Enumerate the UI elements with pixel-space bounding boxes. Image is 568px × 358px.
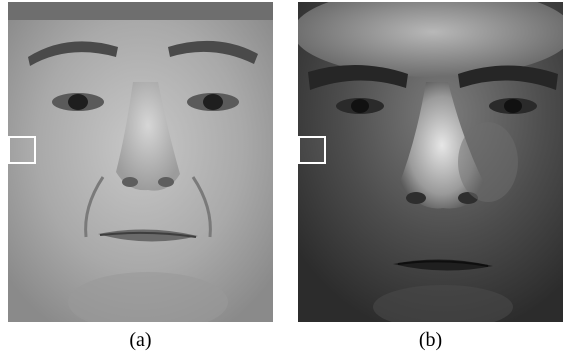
face-image-a (8, 2, 273, 322)
face-photo-a (8, 2, 273, 322)
region-of-interest-box-b (298, 136, 326, 164)
caption-a: (a) (129, 329, 152, 351)
region-of-interest-box-a (8, 136, 36, 164)
face-photo-b (298, 2, 563, 322)
face-image-b (298, 2, 563, 322)
caption-b: (b) (418, 329, 443, 351)
